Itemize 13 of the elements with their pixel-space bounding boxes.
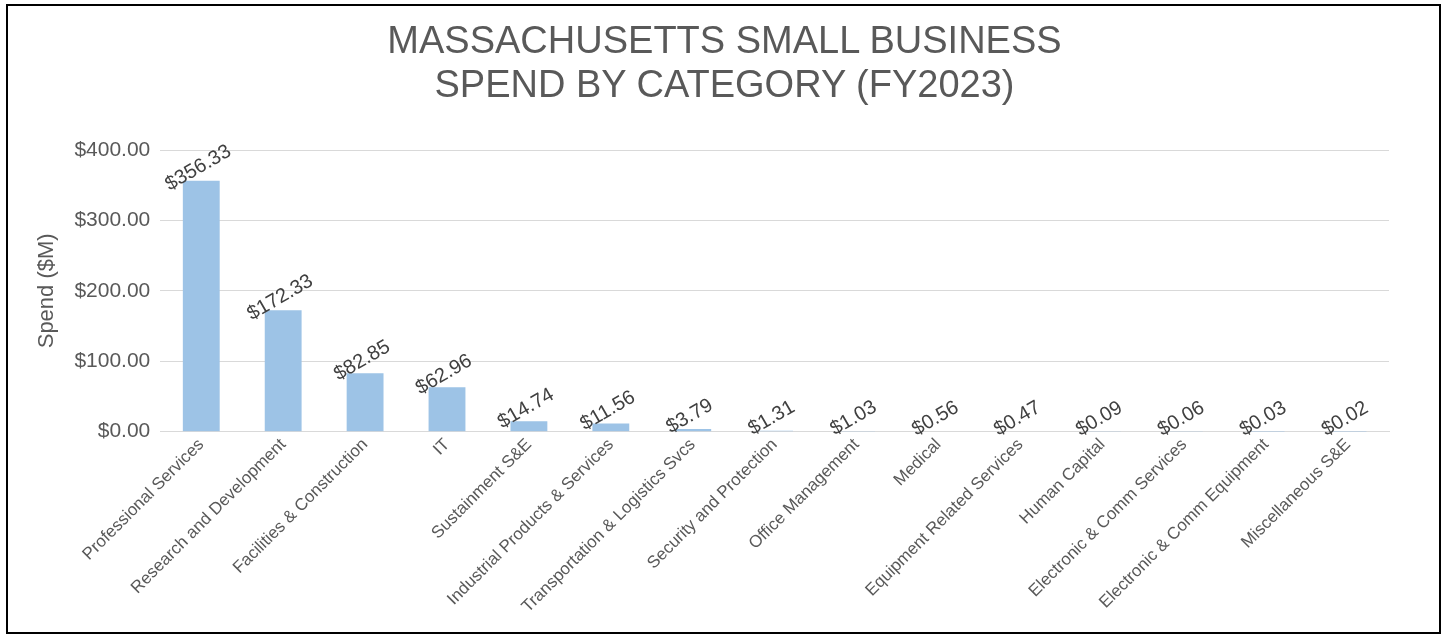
data-label: $0.06 (1153, 395, 1208, 440)
y-tick-label: $400.00 (74, 136, 151, 160)
y-tick-label: $100.00 (74, 348, 151, 372)
data-label: $1.03 (825, 394, 880, 440)
y-tick-label: $300.00 (74, 207, 151, 231)
data-label: $1.31 (743, 394, 799, 439)
chart-title: MASSACHUSETTS SMALL BUSINESS SPEND BY CATEGORY (FY2023) (386, 18, 1063, 106)
y-axis-title: Spend ($M) (33, 233, 59, 349)
data-label: $3.79 (661, 393, 717, 438)
y-tick-label: $0.00 (97, 418, 151, 442)
data-label: $0.03 (1235, 395, 1290, 440)
x-tick-label: IT (429, 434, 454, 459)
y-tick-label: $200.00 (74, 277, 151, 301)
